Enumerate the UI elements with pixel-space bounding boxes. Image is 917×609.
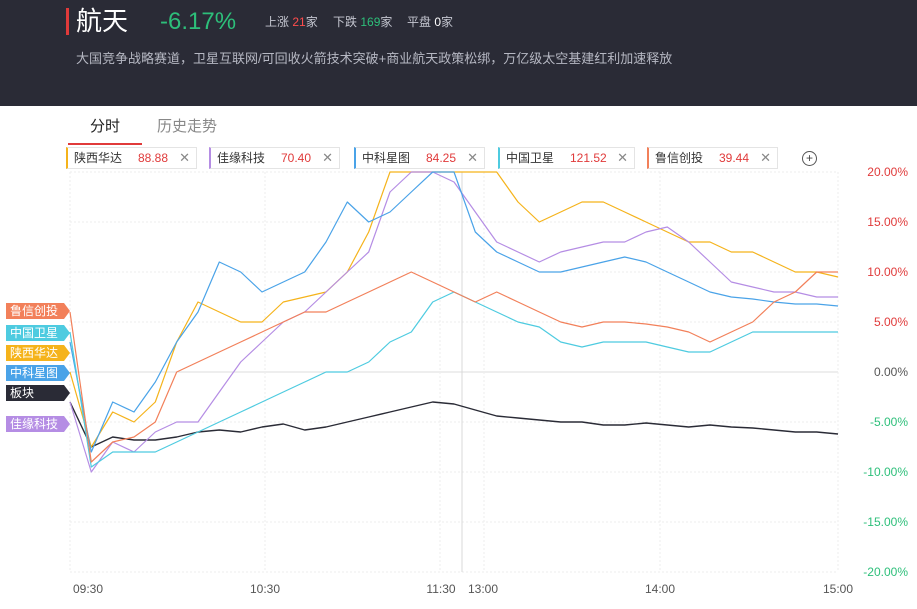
series-tag: 佳缘科技 — [6, 416, 70, 432]
series-line — [69, 401, 839, 448]
accent-bar — [66, 8, 69, 35]
down-stat: 下跌 169家 — [333, 15, 393, 29]
sector-description: 大国竞争战略赛道，卫星互联网/可回收火箭技术突破+商业航天政策松绑，万亿级太空基… — [76, 51, 673, 66]
y-tick-label: 5.00% — [874, 315, 908, 329]
close-icon[interactable]: ✕ — [179, 150, 190, 165]
series-line — [69, 271, 838, 463]
series-line — [69, 171, 839, 453]
x-axis: 09:30 10:30 11:30 13:00 14:00 15:00 — [73, 582, 853, 596]
series-line — [69, 171, 839, 448]
chart-grid — [69, 171, 839, 573]
x-tick-label: 15:00 — [823, 582, 853, 596]
flat-stat: 平盘 0家 — [407, 15, 454, 29]
chip-stock[interactable]: 陕西华达 88.88 ✕ — [66, 147, 197, 169]
y-tick-label: -20.00% — [863, 565, 908, 579]
up-stat: 上涨 21家 — [265, 15, 318, 29]
chip-stock[interactable]: 中科星图 84.25 ✕ — [354, 147, 485, 169]
chip-stock[interactable]: 中国卫星 121.52 ✕ — [498, 147, 635, 169]
y-tick-label: 20.00% — [867, 165, 908, 179]
x-tick-label: 10:30 — [250, 582, 280, 596]
x-tick-label: 13:00 — [468, 582, 498, 596]
series-tag: 陕西华达 — [6, 345, 70, 361]
header-panel: 航天 -6.17% 上涨 21家 下跌 169家 平盘 0家 大国竞争战略赛道，… — [0, 0, 917, 106]
series-line — [69, 171, 838, 473]
sector-change: -6.17% — [160, 8, 237, 35]
close-icon[interactable]: ✕ — [617, 150, 628, 165]
active-tab-underline — [68, 143, 142, 145]
chart-series — [69, 171, 839, 473]
add-stock-icon[interactable]: + — [802, 151, 817, 166]
y-tick-label: 15.00% — [867, 215, 908, 229]
y-tick-label: -5.00% — [870, 415, 908, 429]
chip-stock[interactable]: 鲁信创投 39.44 ✕ — [647, 147, 778, 169]
close-icon[interactable]: ✕ — [760, 150, 771, 165]
y-tick-label: -15.00% — [863, 515, 908, 529]
y-tick-label: -10.00% — [863, 465, 908, 479]
series-line — [69, 291, 838, 468]
x-tick-label: 11:30 — [426, 582, 455, 596]
y-tick-label: 10.00% — [867, 265, 908, 279]
tab-history[interactable]: 历史走势 — [157, 118, 218, 135]
up-count: 21 — [292, 15, 306, 29]
close-icon[interactable]: ✕ — [467, 150, 478, 165]
sector-title: 航天 — [76, 6, 129, 36]
y-axis: 20.00% 15.00% 10.00% 5.00% 0.00% -5.00% -10.00… — [863, 165, 908, 579]
x-tick-label: 14:00 — [645, 582, 675, 596]
x-tick-label: 09:30 — [73, 582, 103, 596]
flat-count: 0 — [434, 15, 442, 29]
y-tick-label: 0.00% — [874, 365, 908, 379]
series-tag: 中国卫星 — [6, 325, 70, 341]
down-count: 169 — [360, 15, 381, 29]
tab-intraday[interactable]: 分时 — [90, 118, 121, 135]
close-icon[interactable]: ✕ — [322, 150, 333, 165]
chip-stock[interactable]: 佳缘科技 70.40 ✕ — [209, 147, 340, 169]
series-tag: 板块 — [6, 385, 70, 401]
series-tag: 中科星图 — [6, 365, 70, 381]
series-tag: 鲁信创投 — [6, 303, 70, 319]
